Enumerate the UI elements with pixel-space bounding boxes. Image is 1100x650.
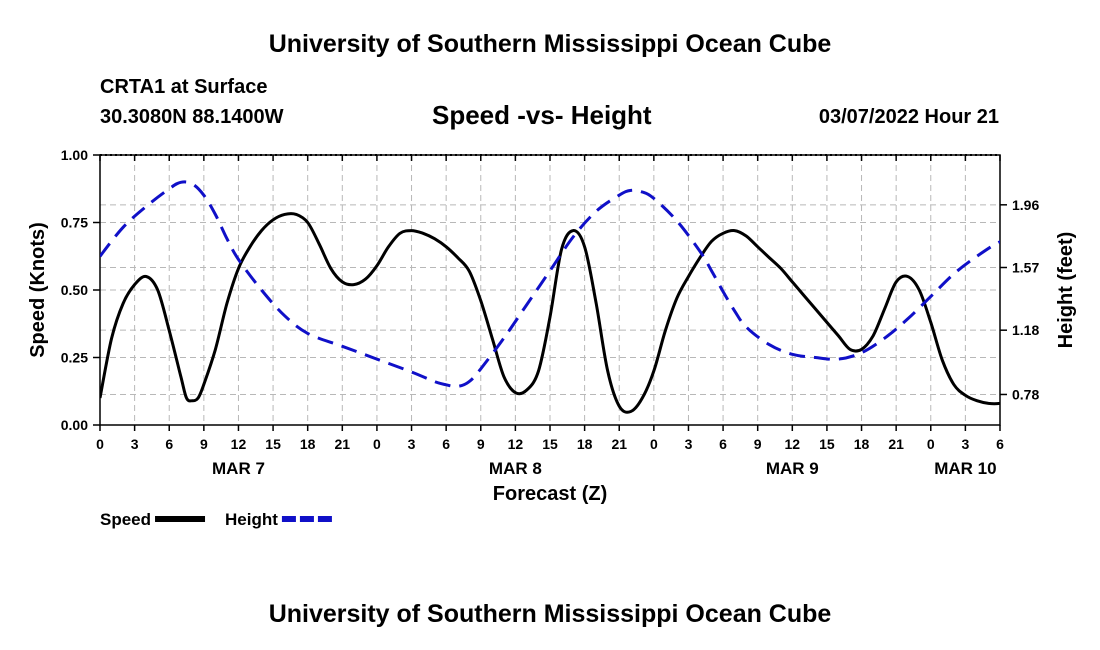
date-label: MAR 8: [489, 459, 542, 478]
x-tick-label: 21: [335, 436, 351, 452]
y2-tick-label: 1.18: [1012, 322, 1039, 338]
x-tick-label: 15: [265, 436, 281, 452]
x-tick-label: 15: [542, 436, 558, 452]
chart-title: Speed -vs- Height: [432, 100, 652, 130]
y2-tick-label: 1.57: [1012, 260, 1039, 276]
date-label: MAR 9: [766, 459, 819, 478]
x-tick-label: 9: [200, 436, 208, 452]
x-tick-label: 3: [961, 436, 969, 452]
x-tick-label: 9: [754, 436, 762, 452]
forecast-datetime: 03/07/2022 Hour 21: [818, 106, 999, 128]
x-tick-label: 9: [477, 436, 485, 452]
y-tick-label: 1.00: [61, 147, 88, 163]
x-tick-label: 0: [650, 436, 658, 452]
x-tick-label: 12: [231, 436, 247, 452]
y2-tick-label: 1.96: [1012, 197, 1039, 213]
x-tick-label: 21: [888, 436, 904, 452]
footer-title: University of Southern Mississippi Ocean…: [268, 600, 832, 628]
y-tick-label: 0.75: [61, 215, 88, 231]
x-tick-label: 3: [685, 436, 693, 452]
x-tick-label: 12: [785, 436, 801, 452]
date-label: MAR 10: [934, 459, 996, 478]
x-tick-label: 6: [719, 436, 727, 452]
x-tick-label: 18: [854, 436, 870, 452]
x-tick-label: 12: [508, 436, 524, 452]
series-line-height: [100, 180, 1000, 389]
legend-label-height: Height: [225, 510, 278, 529]
speed-height-chart: 0 3 6 9 12 15 18 21 0 3 6 9 12 15 18 21 0 3 6 9 12 15 18 21 0 3 6M…: [27, 147, 1077, 529]
x-tick-label: 18: [300, 436, 316, 452]
x-tick-label: 6: [442, 436, 450, 452]
x-tick-label: 21: [611, 436, 627, 452]
series-line-speed: [100, 212, 1000, 414]
x-axis-label: Forecast (Z): [493, 483, 607, 505]
station-coordinates: 30.3080N 88.1400W: [100, 106, 284, 128]
y-tick-label: 0.50: [61, 282, 88, 298]
x-tick-label: 6: [165, 436, 173, 452]
y-axis-label: Speed (Knots): [27, 222, 49, 358]
station-name: CRTA1 at Surface: [100, 76, 268, 98]
date-label: MAR 7: [212, 459, 265, 478]
x-tick-label: 3: [408, 436, 416, 452]
y-tick-label: 0.00: [61, 417, 88, 433]
x-tick-label: 18: [577, 436, 593, 452]
y-tick-label: 0.25: [61, 350, 88, 366]
x-tick-label: 0: [96, 436, 104, 452]
x-tick-label: 3: [131, 436, 139, 452]
x-tick-label: 6: [996, 436, 1004, 452]
x-tick-label: 15: [819, 436, 835, 452]
y2-tick-label: 0.78: [1012, 386, 1039, 402]
y2-axis-label: Height (feet): [1055, 232, 1077, 349]
x-tick-label: 0: [373, 436, 381, 452]
page-title: University of Southern Mississippi Ocean…: [268, 30, 832, 58]
legend-label-speed: Speed: [100, 510, 151, 529]
x-tick-label: 0: [927, 436, 935, 452]
